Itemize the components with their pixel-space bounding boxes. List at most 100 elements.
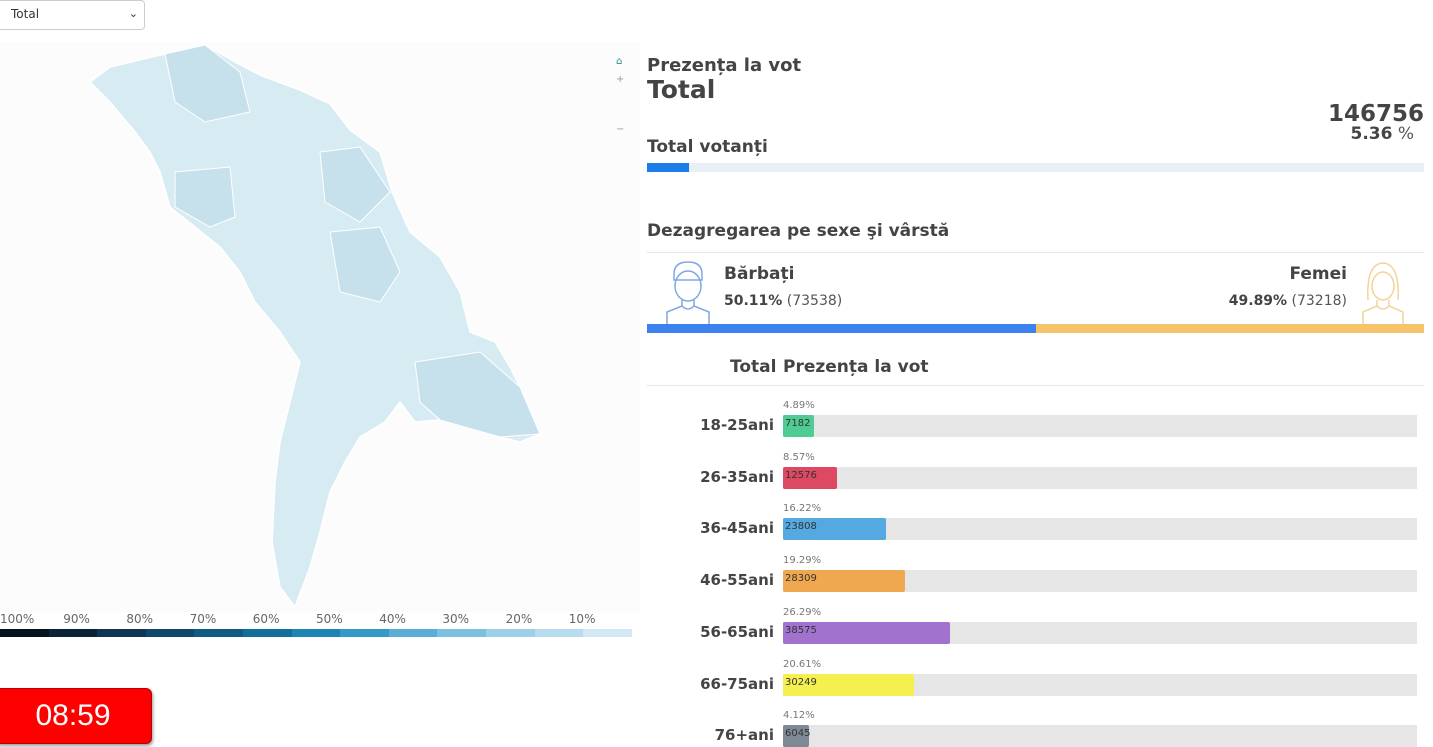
age-count: 23808 <box>785 521 817 533</box>
age-row: 56-65ani 26.29% 38575 <box>647 606 1424 644</box>
legend-swatch <box>583 629 632 637</box>
age-percent: 4.12% <box>783 710 815 722</box>
women-value: 49.89% (73218) <box>1228 293 1347 309</box>
age-bar: 6045 <box>783 725 811 747</box>
legend-swatch <box>243 629 292 637</box>
legend-swatch <box>97 629 146 637</box>
age-bar: 12576 <box>783 466 838 489</box>
legend-tick: 10% <box>568 612 596 626</box>
age-row: 36-45ani 16.22% 23808 <box>647 503 1424 541</box>
map-region-center[interactable] <box>329 226 401 303</box>
total-voters-percent: 5.36 % <box>1350 124 1414 144</box>
age-label: 66-75ani <box>700 674 774 693</box>
gender-section-title: Dezagregarea pe sexe şi vârstă <box>647 221 950 241</box>
total-voters-progress <box>647 163 1424 172</box>
age-percent: 20.61% <box>783 658 822 670</box>
legend-tick: 50% <box>316 612 343 626</box>
panel-subtitle: Total <box>647 75 716 104</box>
legend-tick: 40% <box>379 612 406 626</box>
legend-tick: 100% <box>0 612 35 626</box>
age-percent: 8.57% <box>783 451 815 463</box>
age-bar-track: 28309 <box>783 570 1417 593</box>
age-count: 7182 <box>785 418 811 429</box>
legend-swatch <box>340 629 389 637</box>
legend-swatch <box>486 629 535 637</box>
legend-bar <box>0 629 632 639</box>
legend-tick: 60% <box>252 612 280 626</box>
men-bar <box>647 324 1037 333</box>
chevron-down-icon: ⌄ <box>128 7 138 20</box>
age-count: 6045 <box>785 728 811 740</box>
age-bar-track: 12576 <box>783 466 1417 489</box>
age-bar-track: 30249 <box>783 673 1417 696</box>
region-select[interactable]: Total ⌄ <box>0 0 145 30</box>
divider <box>647 385 1424 386</box>
legend-tick: 90% <box>63 612 90 626</box>
age-row: 76+ani 4.12% 6045 <box>647 710 1424 747</box>
legend-swatch <box>145 629 195 637</box>
countdown-timer: 08:59 <box>0 688 152 744</box>
zoom-in-button[interactable]: + <box>616 74 625 85</box>
legend-swatch <box>0 629 49 637</box>
age-count: 28309 <box>785 573 817 585</box>
age-bar-track: 38575 <box>783 621 1417 644</box>
total-voters-count: 146756 <box>1327 101 1424 127</box>
moldova-map[interactable]: ⌂ + − <box>0 42 640 612</box>
legend-swatch <box>388 629 438 637</box>
age-bar-track: 6045 <box>783 725 1417 747</box>
men-label: Bărbați <box>724 264 795 284</box>
age-bar: 23808 <box>783 518 886 541</box>
age-bar-track: 7182 <box>783 415 1417 437</box>
age-percent: 4.89% <box>783 400 815 411</box>
age-label: 76+ani <box>714 726 774 745</box>
woman-icon <box>1362 262 1404 326</box>
age-label: 56-65ani <box>700 622 774 641</box>
region-select-value: Total <box>11 7 40 21</box>
age-label: 46-55ani <box>700 571 774 590</box>
age-row: 18-25ani 4.89% 7182 <box>647 400 1424 437</box>
age-label: 36-45ani <box>700 519 774 538</box>
age-percent: 16.22% <box>783 503 822 515</box>
man-icon <box>666 261 710 326</box>
age-bar-track: 23808 <box>783 518 1417 541</box>
age-label: 26-35ani <box>700 467 774 486</box>
legend-swatch <box>48 629 98 637</box>
age-bar: 7182 <box>783 415 814 437</box>
map-svg <box>88 44 541 609</box>
age-row: 26-35ani 8.57% 12576 <box>647 451 1424 489</box>
age-row: 66-75ani 20.61% 30249 <box>647 658 1424 696</box>
results-panel: Prezența la vot Total 146756 5.36 % Tota… <box>647 0 1424 747</box>
age-bar: 30249 <box>783 673 914 696</box>
age-label: 18-25ani <box>700 416 774 434</box>
age-percent: 19.29% <box>783 555 822 567</box>
age-bar: 28309 <box>783 570 906 593</box>
legend-swatch <box>437 629 487 637</box>
legend-swatch <box>534 629 584 637</box>
age-count: 38575 <box>785 624 817 636</box>
home-icon[interactable]: ⌂ <box>616 56 623 67</box>
age-bar: 38575 <box>783 621 950 644</box>
map-region-northeast[interactable] <box>319 146 391 223</box>
legend-swatch <box>194 629 244 637</box>
map-region-east[interactable] <box>414 351 541 438</box>
age-count: 12576 <box>785 469 817 481</box>
divider <box>647 252 1424 253</box>
zoom-out-button[interactable]: − <box>616 124 625 135</box>
map-region-north[interactable] <box>164 44 251 123</box>
map-region-outline[interactable] <box>88 44 541 609</box>
legend-tick: 70% <box>189 612 217 626</box>
age-percent: 26.29% <box>783 606 822 618</box>
legend-tick: 20% <box>505 612 533 626</box>
total-voters-progress-fill <box>647 163 689 172</box>
total-voters-label: Total votanți <box>647 137 768 157</box>
map-region-west[interactable] <box>174 166 236 228</box>
age-count: 30249 <box>785 676 817 688</box>
panel-title: Prezența la vot <box>647 55 802 76</box>
men-value: 50.11% (73538) <box>724 293 843 309</box>
legend-tick: 30% <box>442 612 470 626</box>
age-title-turnout: Prezența la vot <box>783 357 929 377</box>
legend-tick: 80% <box>126 612 154 626</box>
women-bar <box>1036 324 1424 333</box>
legend-swatch <box>291 629 341 637</box>
women-label: Femei <box>1289 264 1347 284</box>
